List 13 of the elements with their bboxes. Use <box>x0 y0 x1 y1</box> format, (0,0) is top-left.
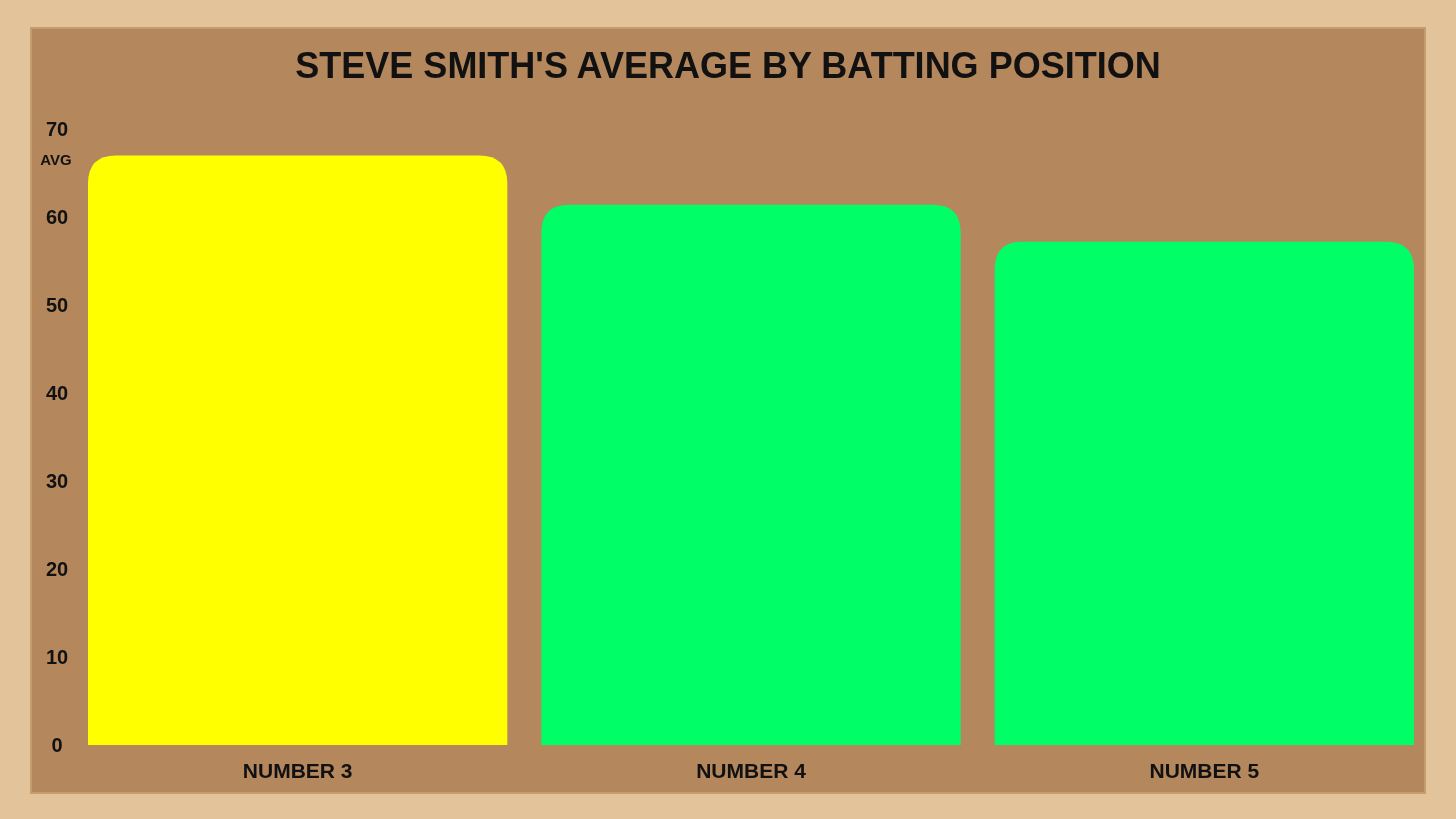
x-tick-label: NUMBER 3 <box>242 759 353 782</box>
y-tick-label: 70 <box>45 118 69 140</box>
x-tick-label: NUMBER 5 <box>1149 759 1260 782</box>
y-axis-title: AVG <box>40 151 72 168</box>
y-tick-label: 20 <box>45 558 69 580</box>
chart-title: STEVE SMITH'S AVERAGE BY BATTING POSITION <box>295 45 1161 86</box>
y-tick-label: 60 <box>45 206 69 228</box>
y-tick-label: 40 <box>45 382 69 404</box>
y-tick-label: 10 <box>45 646 69 668</box>
y-tick-label: 50 <box>45 294 69 316</box>
x-tick-label: NUMBER 4 <box>696 759 807 782</box>
y-tick-label: 30 <box>45 470 69 492</box>
y-tick-label: 0 <box>51 734 63 756</box>
